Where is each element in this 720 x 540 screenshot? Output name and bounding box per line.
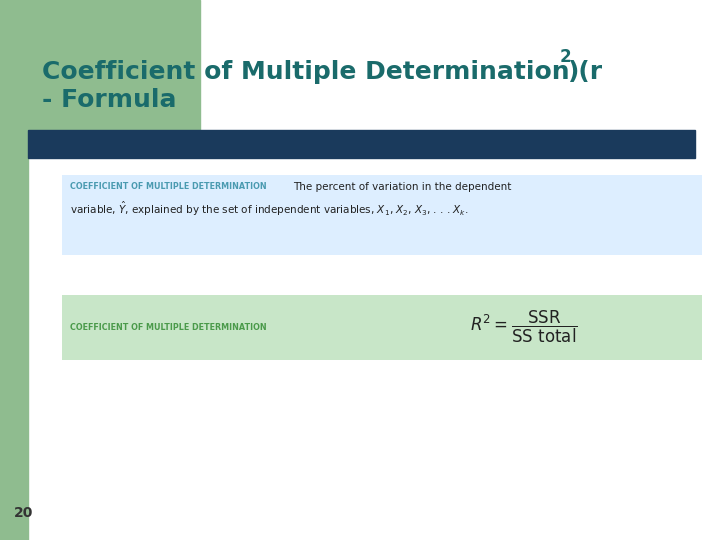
Text: Coefficient of Multiple Determination (r: Coefficient of Multiple Determination (r [42, 60, 602, 84]
Bar [0, 0, 200, 130]
Bar [0, 0, 28, 540]
Bar [62, 295, 702, 360]
Text: variable, $\hat{Y}$, explained by the set of independent variables, $X_1$, $X_2$: variable, $\hat{Y}$, explained by the se… [70, 200, 469, 218]
Text: 20: 20 [14, 506, 33, 520]
Text: - Formula: - Formula [42, 88, 176, 112]
Text: COEFFICIENT OF MULTIPLE DETERMINATION: COEFFICIENT OF MULTIPLE DETERMINATION [70, 182, 266, 191]
Text: 2: 2 [560, 48, 572, 66]
Text: $R^2 = \dfrac{\mathrm{SSR}}{\mathrm{SS\ total}}$: $R^2 = \dfrac{\mathrm{SSR}}{\mathrm{SS\ … [470, 309, 577, 345]
Text: ): ) [568, 60, 580, 84]
Text: COEFFICIENT OF MULTIPLE DETERMINATION: COEFFICIENT OF MULTIPLE DETERMINATION [70, 322, 266, 332]
Text: The percent of variation in the dependent: The percent of variation in the dependen… [293, 182, 511, 192]
Bar [28, 130, 695, 158]
Bar [62, 175, 702, 255]
